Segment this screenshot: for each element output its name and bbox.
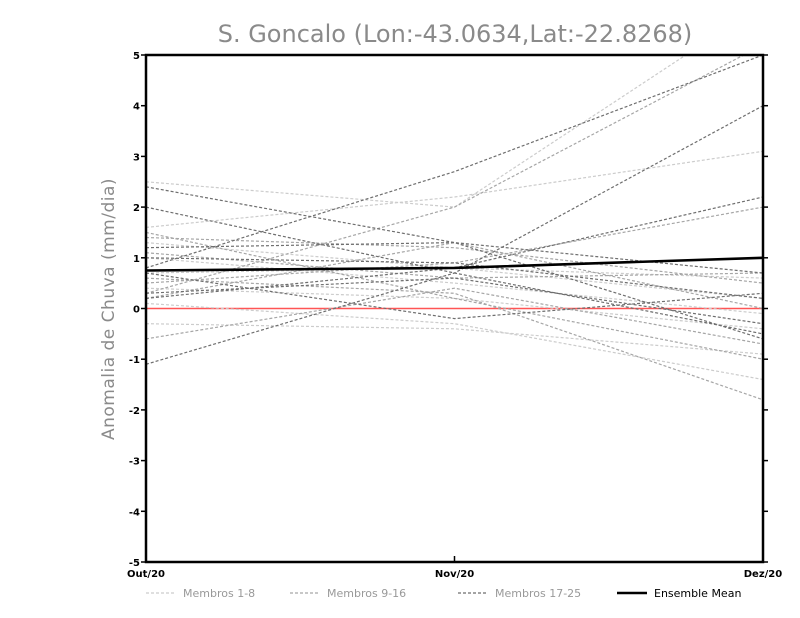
member-line-23 [146,272,763,320]
member-line-12 [146,277,763,401]
y-tick-layer: -5 -4 -3 -2 -1 0 1 2 3 4 5 [129,51,768,569]
y-tick-label: 5 [133,51,140,62]
x-tick-label: Nov/20 [435,569,474,580]
member-line-11 [146,231,763,360]
legend-label: Membros 1-8 [183,587,255,600]
legend-label: Membros 9-16 [327,587,406,600]
member-line-20 [146,206,763,335]
x-tick-label: Dez/20 [744,569,783,580]
y-tick-label: 2 [133,203,140,214]
member-line-10 [146,236,763,284]
y-tick-label: 4 [133,102,140,113]
series-layer [146,55,763,401]
y-tick-label: -4 [129,507,140,518]
member-line-8 [146,267,763,279]
member-line-15 [146,287,763,345]
y-tick-label: -2 [129,406,140,417]
member-line-25 [146,277,763,325]
legend: Membros 1-8 Membros 9-16 Membros 17-25 Ense… [146,587,741,600]
y-tick-label: 1 [133,254,140,265]
member-line-4 [146,257,763,315]
member-line-3 [146,242,763,299]
ensemble-mean-line [146,256,763,272]
y-tick-label: -3 [129,457,140,468]
legend-label: Membros 17-25 [495,587,581,600]
x-tick-label: Out/20 [127,569,165,580]
x-tick-layer: Out/20 Nov/20 Dez/20 [127,556,782,580]
member-line-17 [146,55,763,269]
member-line-5 [146,287,763,330]
y-tick-label: 3 [133,152,140,163]
member-line-14 [146,252,763,279]
legend-label: Ensemble Mean [654,587,741,600]
chart-title: S. Goncalo (Lon:-43.0634,Lat:-22.8268) [218,20,693,48]
member-line-1 [146,55,687,208]
y-axis-label: Anomalia de Chuva (mm/dia) [99,178,119,440]
y-tick-label: 0 [133,305,140,316]
member-line-9 [146,55,746,294]
member-line-7 [146,323,763,355]
member-line-2 [146,150,763,228]
y-tick-label: -5 [129,558,140,569]
member-line-21 [146,241,763,274]
y-tick-label: -1 [129,355,140,366]
member-line-24 [146,257,763,299]
